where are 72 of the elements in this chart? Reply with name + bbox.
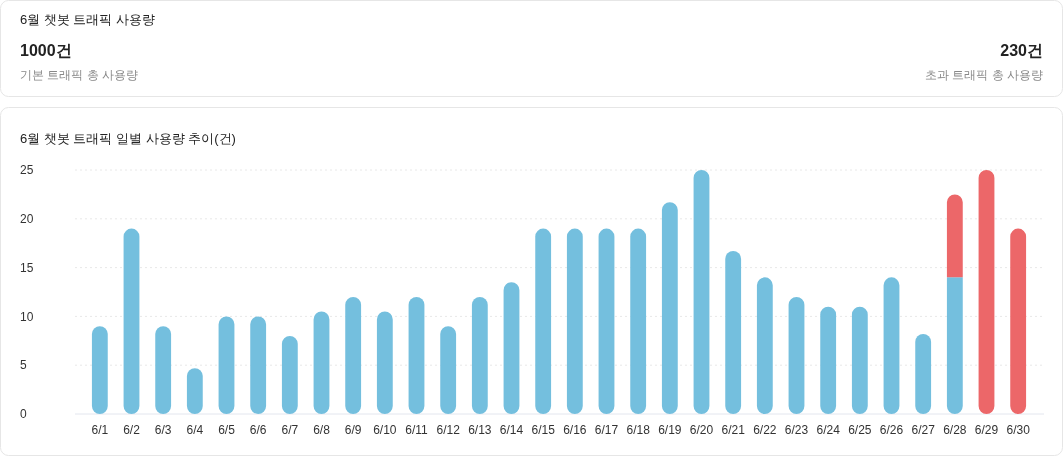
bar	[376, 311, 393, 414]
text: 230건	[1000, 42, 1043, 59]
text: 기본 트래픽 총 사용량	[20, 68, 139, 82]
x-tick-label: 6/23	[784, 423, 809, 437]
x-tick-label: 6/12	[436, 423, 461, 437]
chart-title: 6월 챗봇 트래픽 일별 사용량 추이(건)	[20, 131, 236, 146]
x-tick-label: 6/24	[816, 423, 841, 437]
x-tick-label: 6/5	[218, 423, 236, 437]
bar	[155, 326, 172, 414]
bar	[946, 194, 963, 278]
bar	[91, 326, 108, 414]
y-tick-label: 20	[20, 212, 34, 226]
bar	[503, 282, 520, 414]
y-tick-label: 25	[20, 163, 34, 178]
x-tick-label: 6/28	[943, 423, 967, 437]
x-tick-label: 6/6	[249, 423, 267, 437]
bar	[630, 228, 647, 414]
x-tick-label: 6/1	[91, 423, 109, 437]
bar	[915, 333, 932, 414]
bar	[1010, 228, 1027, 414]
y-tick-label: 5	[20, 358, 27, 373]
bar	[756, 277, 773, 414]
bar	[598, 228, 615, 414]
x-tick-label: 6/30	[1006, 423, 1031, 437]
x-tick-label: 6/8	[313, 423, 331, 437]
bar	[566, 228, 583, 414]
x-tick-label: 6/4	[186, 423, 204, 437]
bar	[978, 170, 995, 414]
x-tick-label: 6/14	[499, 423, 524, 437]
x-tick-label: 6/7	[281, 423, 299, 437]
bar	[725, 251, 742, 414]
x-tick-label: 6/3	[154, 423, 172, 437]
bar	[820, 306, 837, 414]
x-tick-label: 6/16	[563, 423, 587, 437]
x-tick-label: 6/10	[373, 423, 397, 437]
bar	[218, 316, 235, 414]
bar	[535, 228, 552, 414]
x-tick-label: 6/9	[344, 423, 362, 437]
bar	[693, 170, 710, 414]
x-tick-label: 6/26	[879, 423, 904, 437]
x-tick-label: 6/22	[753, 423, 777, 437]
bar	[946, 277, 963, 414]
x-tick-label: 6/13	[468, 423, 492, 437]
text: 초과 트래픽 총 사용량	[924, 68, 1043, 82]
x-tick-label: 6/11	[405, 423, 429, 437]
x-tick-label: 6/27	[911, 423, 936, 437]
bar	[883, 277, 900, 414]
x-tick-label: 6/29	[974, 423, 999, 437]
bar	[250, 316, 267, 414]
x-tick-label: 6/17	[594, 423, 619, 437]
bar	[661, 202, 678, 414]
y-tick-label: 0	[20, 407, 27, 422]
bar	[123, 228, 140, 414]
bar	[851, 306, 868, 414]
y-tick-label: 10	[20, 309, 34, 324]
x-tick-label: 6/21	[721, 423, 746, 437]
text: 6월 챗봇 트래픽 사용량	[20, 12, 156, 27]
bar	[345, 296, 362, 414]
bar	[408, 296, 425, 414]
bar	[471, 296, 488, 414]
x-tick-label: 6/15	[531, 423, 556, 437]
bar	[440, 326, 457, 414]
x-tick-label: 6/25	[848, 423, 872, 437]
x-tick-label: 6/2	[123, 423, 141, 437]
text: 1000건	[20, 42, 72, 59]
bar	[281, 335, 298, 414]
y-tick-label: 15	[20, 260, 34, 275]
x-tick-label: 6/18	[626, 423, 651, 437]
x-tick-label: 6/19	[658, 423, 682, 437]
x-tick-label: 6/20	[689, 423, 714, 437]
bar	[313, 311, 330, 414]
bar	[788, 296, 805, 414]
